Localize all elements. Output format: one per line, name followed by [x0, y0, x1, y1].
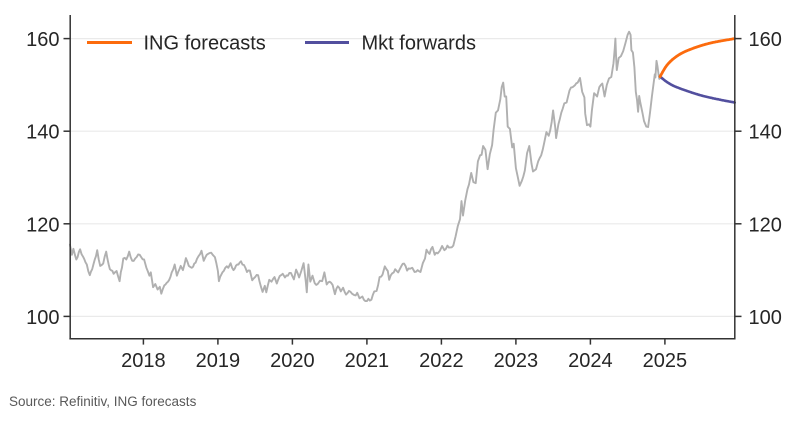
svg-text:140: 140: [749, 122, 782, 144]
svg-text:160: 160: [749, 29, 782, 51]
svg-text:2021: 2021: [345, 350, 390, 372]
svg-text:Source: Refinitiv, ING forecas: Source: Refinitiv, ING forecasts: [9, 394, 197, 409]
svg-text:2023: 2023: [494, 350, 539, 372]
svg-text:160: 160: [26, 29, 59, 51]
svg-text:120: 120: [26, 214, 59, 236]
svg-text:Mkt forwards: Mkt forwards: [362, 33, 476, 55]
svg-text:100: 100: [749, 307, 782, 329]
svg-text:2024: 2024: [568, 350, 613, 372]
svg-text:2022: 2022: [419, 350, 464, 372]
svg-text:2019: 2019: [196, 350, 241, 372]
svg-text:140: 140: [26, 122, 59, 144]
svg-text:120: 120: [749, 214, 782, 236]
svg-text:ING forecasts: ING forecasts: [144, 33, 266, 55]
svg-text:2018: 2018: [121, 350, 166, 372]
svg-text:2020: 2020: [270, 350, 315, 372]
svg-text:100: 100: [26, 307, 59, 329]
svg-text:2025: 2025: [643, 350, 688, 372]
